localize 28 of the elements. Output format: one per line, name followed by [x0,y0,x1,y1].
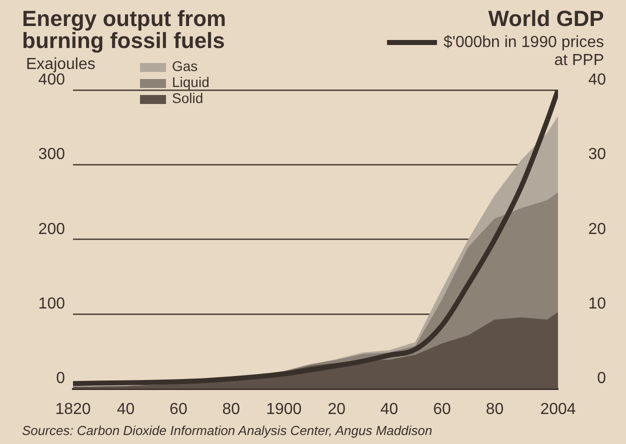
y-tick-label: 300 [38,146,66,164]
y2-tick-label: 40 [588,71,606,88]
x-tick-label: 60 [170,400,188,418]
y-tick-label: 200 [38,220,66,238]
x-tick-label: 2004 [540,400,576,418]
legend-label: Liquid [172,74,210,90]
x-tick-label: 80 [486,400,504,418]
y2-axis-title: World GDP [488,6,604,31]
x-tick-label: 40 [116,400,135,418]
x-tick-label: 20 [328,400,346,418]
y2-tick-label: 30 [588,146,606,164]
y2-tick-label: 20 [588,220,606,238]
legend-label: Solid [172,90,204,106]
y-axis-title: Exajoules [26,56,96,73]
x-tick-label: 60 [433,400,452,418]
source-note: Sources: Carbon Dioxide Information Analysis Center, Angus Maddison [22,423,432,438]
x-tick-label: 80 [222,400,240,418]
y-tick-label: 100 [38,296,66,313]
legend-label: $'000bn in 1990 prices at PPP [442,34,604,70]
legend-label: Gas [172,58,198,74]
y-tick-label: 0 [56,370,66,388]
x-tick-label: 1820 [55,400,91,418]
y-tick-label: 400 [38,71,66,88]
chart-title: Energy output from burning fossil fuels [22,6,228,53]
y2-tick-label: 10 [588,296,606,313]
x-tick-label: 40 [380,400,398,418]
y2-tick-label: 0 [597,370,606,388]
x-tick-label: 1900 [266,400,302,418]
